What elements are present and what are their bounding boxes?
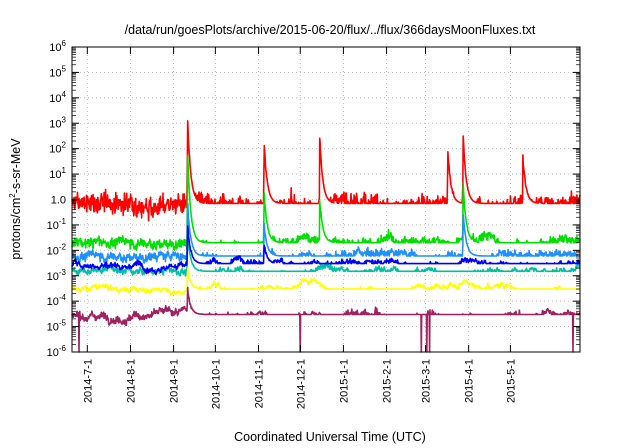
x-tick-label: 2014-10-1 [210,359,222,409]
x-tick-label: 2014-11-1 [253,359,265,408]
x-tick-label: 2014-7-1 [82,359,94,403]
y-tick-label: 10-3 [47,268,67,283]
y-tick-label: 10-4 [47,293,67,308]
y-tick-label: 10-1 [47,217,67,232]
y-tick-label: 102 [49,141,66,156]
chart-title: /data/run/goesPlots/archive/2015-06-20/f… [125,23,536,37]
axis-ticks [72,46,580,353]
x-tick-label: 2015-4-1 [464,359,476,403]
x-tick-label: 2014-8-1 [125,359,137,403]
y-tick-labels: 10-6 10-5 10-4 10-3 10-2 10-1 1.0 101 102 103 104 1… [47,39,67,359]
y-tick-label: 105 [49,64,66,79]
series-lines [71,120,581,353]
series-line-5 [71,225,581,275]
series-line-3 [71,202,581,264]
y-tick-label: 10-5 [47,319,67,334]
y-axis-label-sup: 2 [8,193,17,198]
x-tick-label: 2015-2-1 [382,359,394,403]
y-tick-label: 10-2 [47,242,67,257]
series-line-7 [71,286,581,353]
y-tick-label: 104 [49,90,66,105]
y-axis-label: protons/cm2-s-sr-MeV [8,138,23,260]
y-axis-label-main: protons/cm [9,198,23,260]
series-line-6 [71,267,581,297]
x-tick-label: 2015-1-1 [338,359,350,403]
series-line-2 [71,154,581,251]
y-axis-label-rest: -s-sr-MeV [9,138,23,194]
x-tick-label: 2014-12-1 [295,359,307,409]
y-tick-label: 106 [49,39,66,54]
y-tick-label: 103 [49,115,66,130]
x-tick-labels: 2014-7-1 2014-8-1 2014-9-1 2014-10-1 2014-11… [82,359,517,409]
x-tick-label: 2015-5-1 [505,359,517,403]
y-tick-label: 101 [49,166,66,181]
series-line-1 [71,120,581,222]
grid-lines [72,46,580,353]
y-tick-label: 10-6 [47,344,67,359]
x-tick-label: 2014-9-1 [169,359,181,403]
y-tick-label: 1.0 [51,195,66,207]
x-axis-label: Coordinated Universal Time (UTC) [234,430,426,444]
x-tick-label: 2015-3-1 [421,359,433,403]
